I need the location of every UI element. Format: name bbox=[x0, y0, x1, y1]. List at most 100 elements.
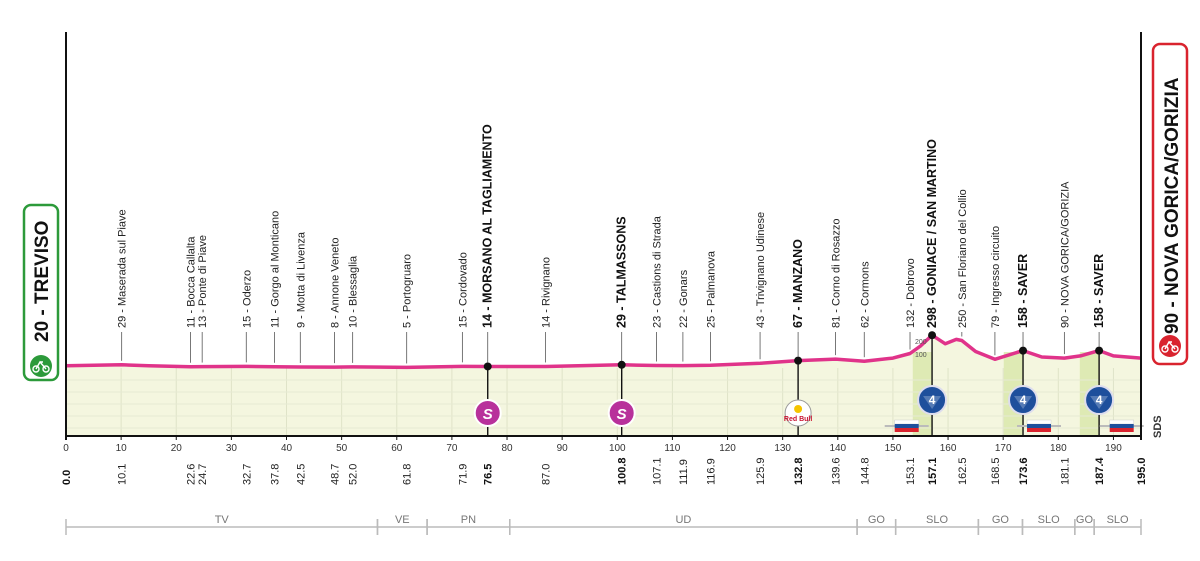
slovenia-flag-icon bbox=[1027, 424, 1052, 428]
x-tick-label: 60 bbox=[391, 443, 403, 454]
waypoint-label: 14 - MORSANO AL TAGLIAMENTO bbox=[481, 124, 495, 328]
x-tick-label: 90 bbox=[557, 443, 569, 454]
waypoint-km-label: 71.9 bbox=[457, 464, 469, 485]
waypoint-label: 14 - Rivignano bbox=[541, 257, 553, 328]
kom-category-label: 4 bbox=[1096, 393, 1103, 407]
waypoints-group: 29 - Maserada sul Piave 10.1 11 - Bocca Ca… bbox=[61, 124, 1148, 485]
waypoint-dot bbox=[1019, 346, 1028, 355]
waypoint-label: 43 - Trivignano Udinese bbox=[755, 212, 767, 328]
altitude-mark-label: 200 bbox=[915, 339, 927, 346]
slovenia-flag-icon bbox=[894, 428, 919, 432]
waypoint-km-label: 48.7 bbox=[329, 464, 341, 485]
waypoint-km-label: 22.6 bbox=[186, 464, 198, 485]
waypoint-km-label: 132.8 bbox=[793, 457, 805, 485]
start-badge-frame bbox=[22, 203, 60, 382]
waypoint-label: 23 - Castions di Strada bbox=[651, 215, 663, 328]
waypoint-label: 90 - NOVA GORICA/GORIZIA bbox=[1059, 181, 1071, 328]
slovenia-flag-icon bbox=[1026, 419, 1052, 425]
regions-group: TV VE PN UD GO SLO GO SLO GO SLO bbox=[65, 514, 1142, 535]
finish-km-label: 195.0 bbox=[1136, 457, 1148, 485]
waypoint-km-label: 162.5 bbox=[957, 457, 969, 485]
x-tick-label: 50 bbox=[336, 443, 348, 454]
sprint-icon-letter: S bbox=[617, 406, 627, 423]
kom-category-label: 4 bbox=[929, 393, 936, 407]
waypoint-km-label: 61.8 bbox=[402, 464, 414, 485]
waypoint-label: 298 - GONIACE / SAN MARTINO bbox=[925, 139, 939, 328]
sprint-icon-letter: S bbox=[483, 406, 493, 423]
waypoint-label: 158 - SAVER bbox=[1016, 254, 1030, 328]
waypoint-label: 22 - Gonars bbox=[678, 269, 690, 328]
waypoint-km-label: 10.1 bbox=[117, 464, 129, 485]
waypoint-km-label: 107.1 bbox=[651, 457, 663, 485]
waypoint-km-label: 42.5 bbox=[295, 464, 307, 485]
region-label: SLO bbox=[1038, 514, 1060, 526]
kom-shape-icon bbox=[1014, 396, 1033, 409]
region-label: SLO bbox=[1107, 514, 1129, 526]
waypoint-label: 11 - Bocca Callalta bbox=[186, 236, 198, 328]
finish-bike-icon bbox=[1159, 335, 1181, 357]
waypoint-label: 79 - Ingresso circuito bbox=[990, 226, 1002, 328]
sprint-icon bbox=[607, 399, 636, 427]
waypoint-km-label: 144.8 bbox=[859, 457, 871, 485]
x-tick-label: 110 bbox=[664, 443, 680, 454]
kom-icon bbox=[1084, 385, 1115, 415]
waypoint-label: 62 - Cormons bbox=[859, 261, 871, 328]
waypoint-label: 10 - Blessaglia bbox=[348, 255, 360, 328]
region-label: PN bbox=[461, 514, 476, 526]
slovenia-flag-icon bbox=[1027, 428, 1052, 432]
kom-icon bbox=[1008, 385, 1039, 415]
redbull-bonus-label: Red Bull bbox=[784, 416, 812, 423]
x-tick-label: 70 bbox=[446, 443, 458, 454]
waypoint-label: 9 - Motta di Livenza bbox=[295, 231, 307, 328]
waypoint-km-label: 116.9 bbox=[705, 458, 717, 485]
waypoint-dot bbox=[617, 360, 626, 369]
waypoint-dot bbox=[794, 356, 803, 365]
waypoint-label: 25 - Palmanova bbox=[705, 250, 717, 328]
waypoint-label: 5 - Portogruaro bbox=[402, 254, 414, 328]
kom-icon bbox=[917, 385, 948, 415]
waypoint-km-label: 187.4 bbox=[1094, 457, 1106, 485]
waypoint-km-label: 181.1 bbox=[1059, 457, 1071, 485]
x-axis-group: 0 10 20 30 40 50 60 70 80 90 100 110 120 130 140 150 160… bbox=[63, 435, 1141, 454]
redbull-sun-icon bbox=[794, 405, 803, 413]
start-city-label: 20 - TREVISO bbox=[32, 221, 53, 342]
waypoint-km-label: 125.9 bbox=[755, 457, 767, 485]
x-tick-label: 150 bbox=[885, 443, 902, 454]
waypoint-km-label: 52.0 bbox=[348, 464, 360, 485]
waypoint-dot bbox=[928, 331, 937, 340]
x-tick-label: 40 bbox=[281, 443, 293, 454]
region-label: SLO bbox=[926, 514, 948, 526]
region-label: GO bbox=[992, 514, 1010, 526]
waypoint-label: 29 - Maserada sul Piave bbox=[117, 209, 129, 328]
region-label: TV bbox=[215, 514, 230, 526]
start-bike-frame-icon bbox=[35, 360, 47, 370]
start-bike-wheel-icon bbox=[42, 365, 50, 373]
x-tick-label: 80 bbox=[501, 443, 513, 454]
waypoint-km-label: 111.9 bbox=[678, 459, 690, 485]
waypoint-label: 15 - Cordovado bbox=[457, 252, 469, 328]
waypoint-km-label: 139.6 bbox=[831, 457, 843, 485]
start-badge: 20 - TREVISO bbox=[22, 203, 60, 382]
region-label: VE bbox=[395, 514, 410, 526]
waypoint-label: 13 - Ponte di Piave bbox=[197, 235, 209, 328]
waypoint-label: 158 - SAVER bbox=[1092, 254, 1106, 328]
x-tick-label: 130 bbox=[774, 443, 791, 454]
waypoint-label: 29 - TALMASSONS bbox=[615, 216, 629, 328]
waypoint-km-label: 32.7 bbox=[241, 464, 253, 485]
profile-line bbox=[65, 333, 1142, 370]
slovenia-flag-icon bbox=[894, 419, 919, 425]
x-tick-label: 160 bbox=[940, 443, 957, 454]
kom-shape-icon bbox=[1090, 396, 1109, 409]
waypoint-km-label: 157.1 bbox=[927, 457, 939, 485]
finish-city-label: 90 - NOVA GORICA/GORIZIA bbox=[1162, 77, 1183, 334]
profile-area-group bbox=[66, 335, 1141, 436]
altitude-mark-label: 100 bbox=[915, 352, 927, 359]
slovenia-flag-icon bbox=[1109, 419, 1134, 425]
x-tick-label: 180 bbox=[1050, 443, 1067, 454]
waypoint-dot bbox=[483, 362, 492, 371]
waypoint-label: 132 - Dobrovo bbox=[905, 258, 917, 328]
slovenia-flag-icon bbox=[1109, 424, 1134, 428]
x-tick-label: 100 bbox=[609, 443, 626, 454]
